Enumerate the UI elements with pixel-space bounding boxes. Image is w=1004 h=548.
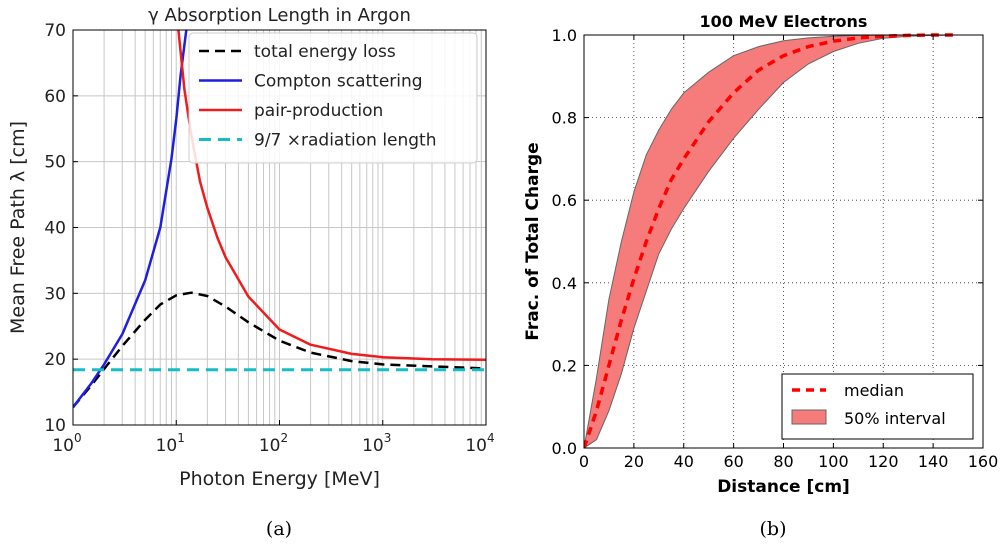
y-tick-label: 40 bbox=[44, 219, 66, 239]
x-tick-label: 101 bbox=[156, 431, 185, 456]
x-tick-label: 80 bbox=[773, 452, 793, 471]
x-tick-exponent: 0 bbox=[74, 431, 82, 445]
y-tick-label: 20 bbox=[44, 350, 66, 370]
y-tick-label: 60 bbox=[44, 87, 66, 107]
y-tick-label: 0.8 bbox=[552, 109, 577, 128]
panel-b-title: 100 MeV Electrons bbox=[700, 12, 868, 31]
x-tick-label: 20 bbox=[624, 452, 644, 471]
legend-swatch-interval bbox=[791, 409, 827, 425]
legend-label: 9/7 ×radiation length bbox=[254, 131, 437, 151]
x-tick-label: 120 bbox=[868, 452, 899, 471]
legend-label: total energy loss bbox=[254, 42, 396, 62]
x-tick-label: 60 bbox=[723, 452, 743, 471]
y-tick-label: 70 bbox=[44, 21, 66, 41]
panel-a-y-axis-label: Mean Free Path λ [cm] bbox=[7, 121, 29, 334]
x-tick-exponent: 1 bbox=[177, 431, 185, 445]
x-tick-label: 102 bbox=[259, 431, 288, 456]
x-tick-exponent: 2 bbox=[281, 431, 289, 445]
y-tick-label: 0.0 bbox=[552, 439, 577, 458]
panel-b-x-axis-label: Distance [cm] bbox=[717, 477, 850, 497]
y-tick-label: 0.4 bbox=[552, 274, 577, 293]
series-line-total-energy-loss bbox=[73, 291, 486, 409]
x-tick-label: 140 bbox=[918, 452, 949, 471]
panel-a-x-axis-label: Photon Energy [MeV] bbox=[179, 468, 380, 490]
y-tick-label: 30 bbox=[44, 284, 66, 304]
x-tick-label: 0 bbox=[579, 452, 589, 471]
x-tick-label: 40 bbox=[674, 452, 694, 471]
legend-box bbox=[781, 373, 974, 440]
y-tick-label: 0.6 bbox=[552, 191, 577, 210]
x-tick-label: 103 bbox=[362, 431, 391, 456]
panel-b-y-axis-label: Frac. of Total Charge bbox=[523, 142, 543, 340]
series-line-compton-scattering bbox=[73, 30, 188, 408]
legend-box bbox=[188, 32, 478, 164]
panel-a-title: γ Absorption Length in Argon bbox=[148, 5, 411, 26]
x-tick-label: 160 bbox=[968, 452, 999, 471]
legend-label: 50% interval bbox=[844, 409, 946, 428]
x-tick-label: 104 bbox=[465, 431, 494, 456]
y-tick-label: 50 bbox=[44, 153, 66, 173]
panel-b-legend: median 50% interval bbox=[781, 373, 974, 440]
x-tick-exponent: 4 bbox=[487, 431, 495, 445]
legend-label: median bbox=[844, 381, 904, 400]
y-tick-label: 10 bbox=[44, 416, 66, 436]
x-tick-label: 100 bbox=[818, 452, 849, 471]
legend-label: Compton scattering bbox=[254, 72, 423, 92]
caption-a: (a) bbox=[266, 518, 292, 540]
panel-b-chart: 0 20 40 60 80 100 120 140 1600.00.20.40.60.81.0 … bbox=[523, 12, 998, 497]
panel-b-ticks: 0 20 40 60 80 100 120 140 160 0.0 0.2 0.4 0.6 0.8 1.0 bbox=[552, 26, 999, 471]
x-tick-exponent: 3 bbox=[384, 431, 392, 445]
median-line bbox=[584, 33, 959, 448]
panel-a-legend: total energy loss Compton scattering pair-… bbox=[188, 32, 478, 164]
y-tick-label: 1.0 bbox=[552, 26, 577, 45]
caption-b: (b) bbox=[760, 518, 787, 540]
y-tick-label: 0.2 bbox=[552, 356, 577, 375]
legend-label: pair-production bbox=[254, 101, 383, 121]
